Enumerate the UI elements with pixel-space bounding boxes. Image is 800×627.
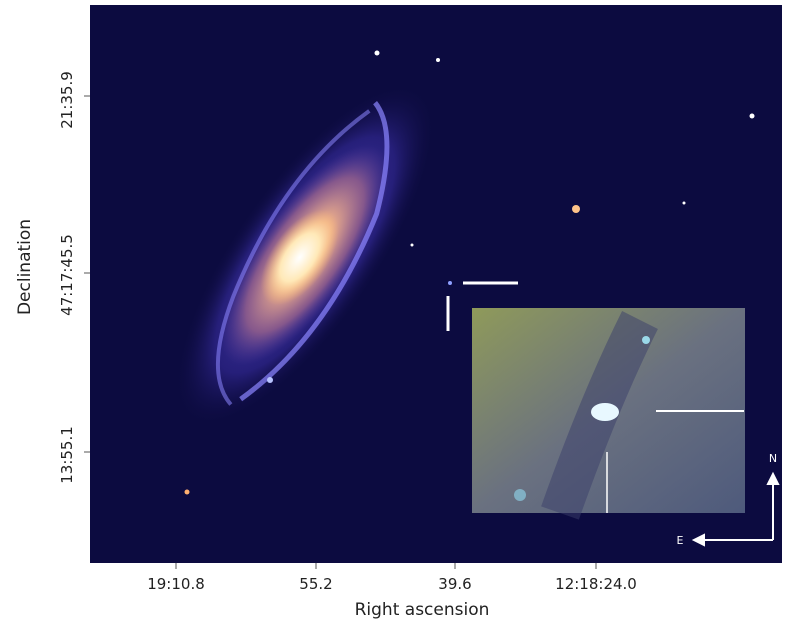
x-tick-label: 12:18:24.0 (555, 575, 637, 593)
y-tick-label: 47:17:45.5 (58, 234, 76, 316)
x-tick-label: 55.2 (299, 575, 332, 593)
y-axis-label: Declination (15, 219, 35, 315)
compass-east: E (677, 534, 684, 547)
x-tick-label: 39.6 (438, 575, 471, 593)
x-tick-label: 19:10.8 (147, 575, 205, 593)
y-tick-label: 21:35.9 (58, 71, 76, 129)
figure: N E 19:10.8 55.2 39.6 12:18:24.0 21:35.9… (0, 0, 800, 627)
x-axis-label: Right ascension (355, 600, 490, 620)
compass-north: N (769, 452, 777, 465)
y-tick-label: 13:55.1 (58, 426, 76, 484)
